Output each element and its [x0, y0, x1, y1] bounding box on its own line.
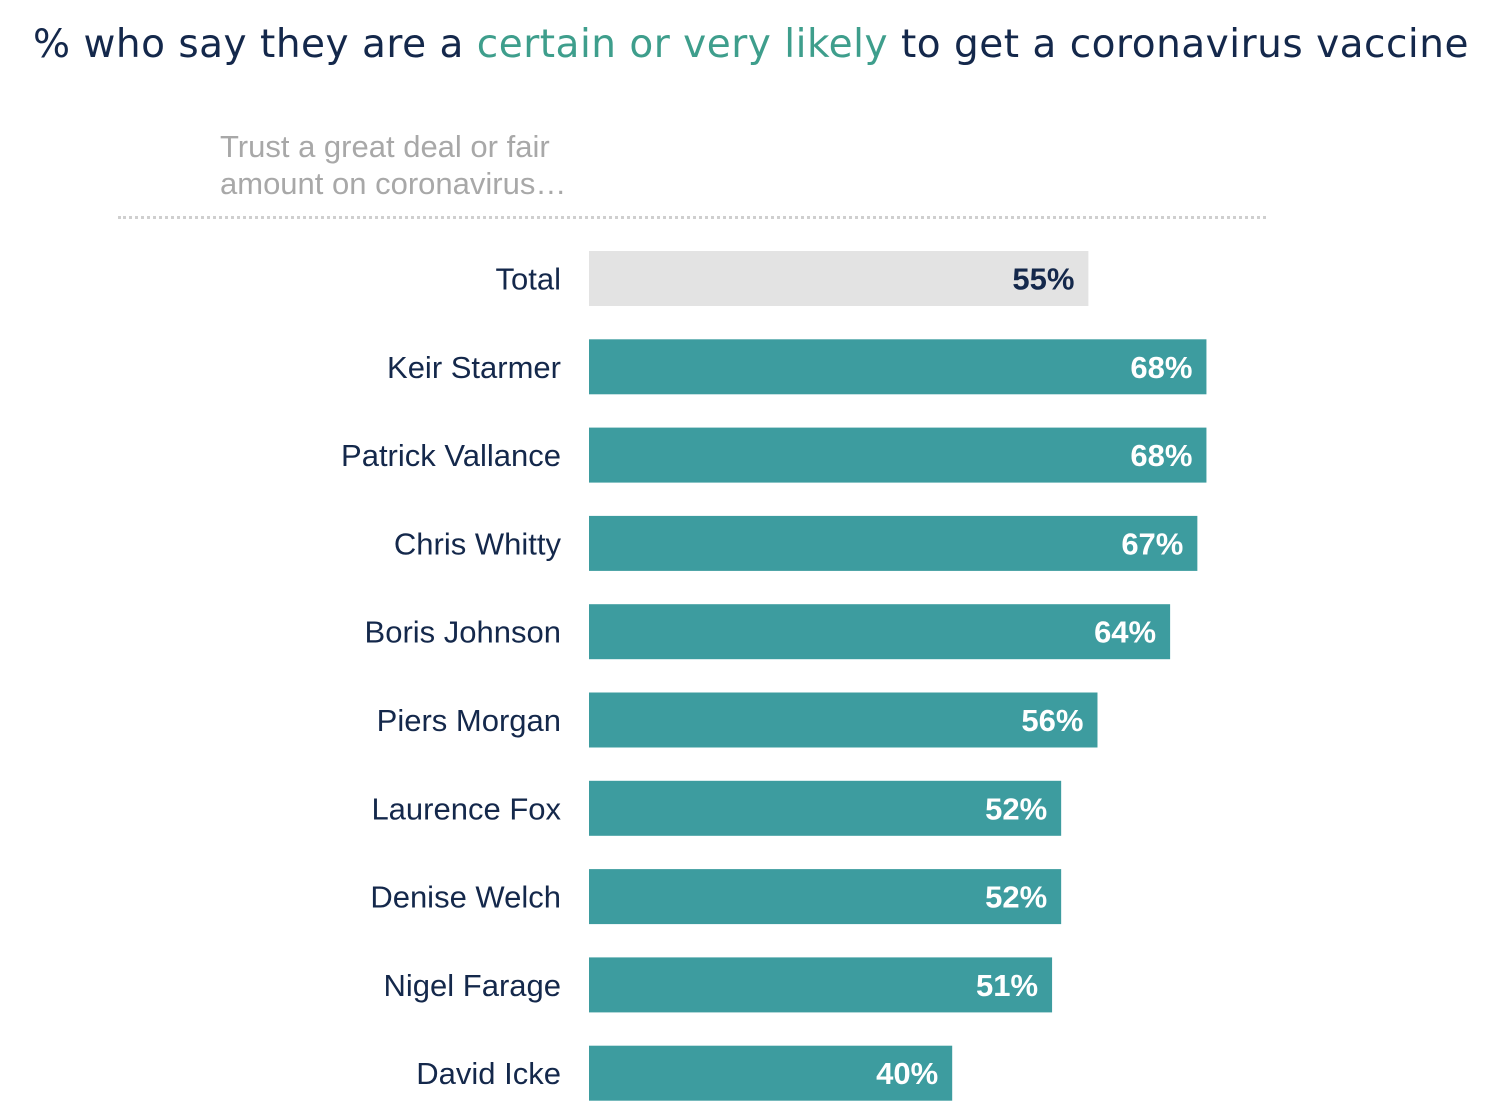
category-label-total: Total [496, 262, 561, 297]
category-label-chris-whitty: Chris Whitty [394, 526, 562, 561]
category-label-david-icke: David Icke [416, 1056, 561, 1091]
category-label-nigel-farage: Nigel Farage [384, 968, 561, 1003]
category-label-boris-johnson: Boris Johnson [365, 615, 561, 650]
title-prefix: % who say they are a [33, 22, 477, 67]
value-label-nigel-farage: 51% [976, 968, 1038, 1003]
category-label-keir-starmer: Keir Starmer [387, 350, 561, 385]
dotted-divider [118, 216, 1266, 219]
bar-david-icke [589, 1045, 953, 1101]
bar-keir-starmer [589, 339, 1207, 395]
chart-title: % who say they are a certain or very lik… [0, 22, 1502, 67]
bar-boris-johnson [589, 604, 1171, 660]
value-label-total: 55% [1012, 262, 1074, 297]
value-label-laurence-fox: 52% [985, 791, 1047, 826]
title-suffix: to get a coronavirus vaccine [888, 22, 1469, 67]
subtitle-line-1: Trust a great deal or fair [220, 129, 550, 164]
bar-denise-welch [589, 869, 1062, 925]
value-label-piers-morgan: 56% [1021, 703, 1083, 738]
bar-total [589, 251, 1089, 306]
category-label-patrick-vallance: Patrick Vallance [341, 438, 561, 473]
chart-subtitle: Trust a great deal or fair amount on cor… [220, 128, 566, 202]
category-label-denise-welch: Denise Welch [370, 880, 561, 915]
category-label-piers-morgan: Piers Morgan [377, 703, 561, 738]
bar-nigel-farage [589, 957, 1053, 1013]
bar-piers-morgan [589, 692, 1098, 748]
bar-laurence-fox [589, 780, 1062, 836]
value-label-denise-welch: 52% [985, 880, 1047, 915]
value-label-boris-johnson: 64% [1094, 615, 1156, 650]
value-label-david-icke: 40% [876, 1056, 938, 1091]
bar-patrick-vallance [589, 427, 1207, 483]
subtitle-line-2: amount on coronavirus… [220, 166, 567, 201]
value-label-keir-starmer: 68% [1130, 350, 1192, 385]
bar-chris-whitty [589, 515, 1198, 571]
value-label-patrick-vallance: 68% [1130, 438, 1192, 473]
category-label-laurence-fox: Laurence Fox [371, 791, 561, 826]
value-label-chris-whitty: 67% [1121, 526, 1183, 561]
title-highlight: certain or very likely [476, 22, 889, 67]
